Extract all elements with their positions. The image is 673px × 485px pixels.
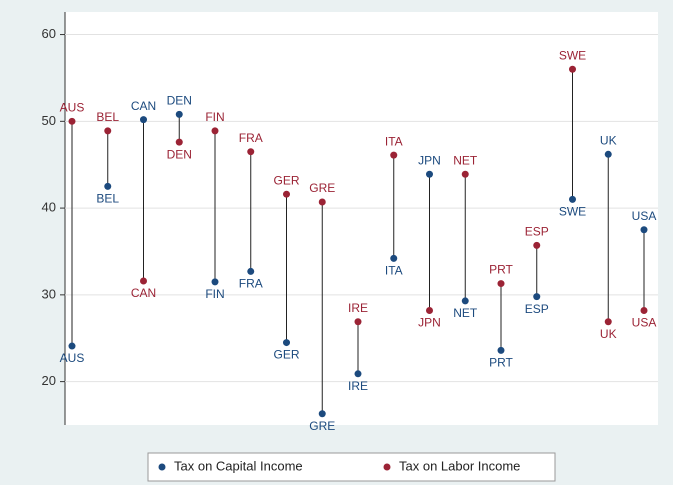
dot [390, 151, 398, 159]
dot [175, 138, 183, 146]
dot [354, 318, 362, 326]
point-label: DEN [167, 147, 192, 161]
point-label: BEL [96, 110, 119, 124]
point-label: IRE [348, 379, 368, 393]
dot [426, 170, 433, 178]
y-tick-label: 40 [42, 200, 56, 215]
point-label: FRA [239, 277, 263, 291]
y-tick-label: 60 [42, 26, 56, 41]
dot [318, 410, 326, 418]
point-label: GRE [309, 181, 335, 195]
point-label: SWE [559, 205, 586, 219]
dot [211, 278, 219, 286]
plot-area [65, 12, 658, 425]
dot [569, 65, 576, 73]
point-label: ITA [385, 264, 403, 278]
y-tick-label: 50 [42, 113, 56, 128]
dot [354, 370, 362, 378]
dot [604, 150, 612, 158]
legend-marker [158, 463, 166, 471]
legend-label: Tax on Labor Income [399, 458, 520, 473]
point-label: PRT [489, 263, 513, 277]
legend-marker [383, 463, 391, 471]
dot [640, 226, 648, 234]
point-label: FIN [205, 110, 224, 124]
point-label: JPN [418, 153, 441, 167]
dot [104, 182, 112, 190]
dot [140, 116, 147, 124]
dot [497, 280, 505, 288]
dot [283, 190, 290, 198]
dot [426, 306, 433, 314]
dot [140, 277, 147, 285]
point-label: PRT [489, 356, 513, 370]
point-label: SWE [559, 48, 586, 62]
point-label: FRA [239, 131, 263, 145]
dot [461, 170, 469, 178]
legend-box [147, 452, 556, 482]
dot [247, 148, 255, 156]
point-label: NET [453, 153, 478, 167]
dot [640, 306, 648, 314]
point-label: IRE [348, 301, 368, 315]
point-label: JPN [418, 316, 441, 330]
point-label: BEL [96, 192, 119, 206]
legend-label: Tax on Capital Income [174, 458, 303, 473]
dot [68, 117, 76, 125]
point-label: USA [632, 209, 657, 223]
point-label: AUS [60, 351, 85, 365]
dot [318, 198, 326, 206]
point-label: ESP [525, 225, 549, 239]
point-label: AUS [60, 100, 85, 114]
dot [283, 339, 290, 347]
point-label: ITA [385, 134, 403, 148]
dot [533, 241, 541, 249]
dot [497, 346, 505, 354]
dot [569, 195, 576, 203]
point-label: UK [600, 327, 617, 341]
point-label: GRE [309, 419, 335, 433]
point-label: ESP [525, 302, 549, 316]
dot [461, 297, 469, 305]
dot [533, 293, 541, 301]
y-tick-label: 20 [42, 373, 56, 388]
point-label: DEN [167, 94, 192, 108]
dot [247, 267, 255, 275]
dot [390, 254, 398, 262]
dot [211, 127, 219, 135]
dot [175, 110, 183, 118]
point-label: CAN [131, 99, 156, 113]
dot [104, 127, 112, 135]
point-label: CAN [131, 286, 156, 300]
point-label: USA [632, 316, 657, 330]
point-label: UK [600, 133, 617, 147]
point-label: GER [273, 173, 299, 187]
point-label: NET [453, 306, 478, 320]
y-tick-label: 30 [42, 286, 56, 301]
point-label: FIN [205, 287, 224, 301]
dot [604, 318, 612, 326]
dot [68, 342, 76, 350]
point-label: GER [273, 348, 299, 362]
